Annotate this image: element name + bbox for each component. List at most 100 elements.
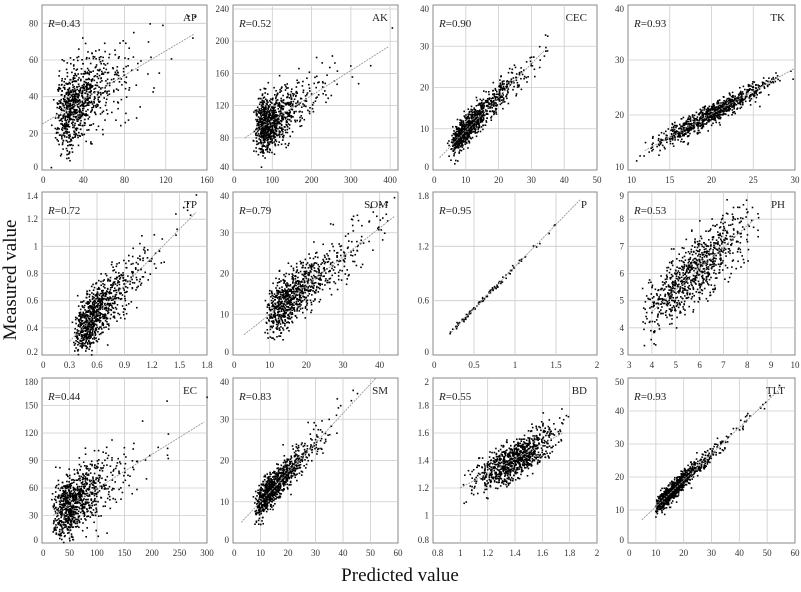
data-point xyxy=(484,99,487,102)
data-point xyxy=(270,296,272,298)
data-point xyxy=(91,342,93,344)
data-point xyxy=(317,278,320,280)
data-point xyxy=(485,100,488,102)
data-point xyxy=(714,119,716,121)
data-point xyxy=(285,146,287,149)
data-point xyxy=(286,126,289,128)
data-point xyxy=(717,116,719,119)
data-point xyxy=(746,95,748,98)
data-point xyxy=(676,135,679,138)
data-point xyxy=(458,139,460,141)
data-point xyxy=(496,90,498,93)
data-point xyxy=(482,118,485,121)
data-point xyxy=(681,138,683,141)
data-point xyxy=(714,111,717,113)
data-point xyxy=(117,282,119,284)
data-point xyxy=(263,137,265,139)
data-point xyxy=(307,109,309,112)
data-point xyxy=(94,87,97,90)
data-point xyxy=(66,88,69,91)
data-point xyxy=(91,326,94,329)
data-point xyxy=(142,248,145,251)
data-point xyxy=(73,94,76,97)
data-point xyxy=(740,90,742,93)
data-point xyxy=(261,123,264,126)
data-point xyxy=(298,296,301,298)
data-point xyxy=(728,103,730,105)
data-point xyxy=(77,114,79,116)
data-point xyxy=(72,137,74,139)
data-point xyxy=(733,98,736,101)
data-point xyxy=(474,113,476,116)
data-point xyxy=(264,132,266,135)
data-point xyxy=(288,142,290,145)
data-point xyxy=(268,143,271,146)
data-point xyxy=(63,87,66,89)
data-point xyxy=(158,250,161,253)
data-point xyxy=(76,340,79,343)
data-point xyxy=(105,80,107,82)
data-point xyxy=(144,250,146,252)
data-point xyxy=(92,55,95,58)
data-point xyxy=(72,97,74,99)
data-point xyxy=(253,150,255,152)
data-point xyxy=(699,125,701,127)
data-point xyxy=(61,129,64,132)
data-point xyxy=(663,146,666,149)
data-point xyxy=(261,135,263,137)
data-point xyxy=(91,301,94,304)
data-point xyxy=(162,24,164,27)
data-point xyxy=(92,123,95,125)
data-point xyxy=(125,266,127,269)
data-point xyxy=(263,152,265,154)
data-point xyxy=(86,67,89,70)
data-point xyxy=(104,315,106,318)
data-point xyxy=(741,95,743,97)
data-point xyxy=(711,107,713,109)
data-point xyxy=(277,108,280,110)
y-tick-label: 40 xyxy=(420,4,430,14)
data-point xyxy=(280,143,283,146)
data-point xyxy=(461,127,463,129)
data-point xyxy=(60,108,62,111)
data-point xyxy=(90,84,92,87)
data-point xyxy=(119,317,122,319)
data-point xyxy=(757,86,760,89)
data-point xyxy=(277,291,280,293)
data-point xyxy=(731,106,733,109)
data-point xyxy=(120,292,122,294)
data-point xyxy=(71,105,74,107)
data-point xyxy=(671,122,674,125)
data-point xyxy=(291,305,293,308)
data-point xyxy=(510,80,513,83)
data-point xyxy=(774,80,777,83)
data-point xyxy=(751,93,754,95)
data-point xyxy=(90,124,93,126)
data-point xyxy=(81,114,83,117)
data-point xyxy=(141,235,143,237)
data-point xyxy=(89,83,92,86)
data-point xyxy=(89,306,92,309)
data-point xyxy=(658,134,660,136)
data-point xyxy=(76,68,79,71)
data-point xyxy=(88,289,91,292)
data-point xyxy=(262,150,264,153)
data-point xyxy=(113,90,115,93)
data-point xyxy=(69,110,72,112)
data-point xyxy=(260,105,263,107)
data-point xyxy=(470,124,473,127)
data-point xyxy=(302,80,304,83)
data-point xyxy=(131,272,134,275)
data-point xyxy=(288,109,291,111)
data-point xyxy=(79,339,81,342)
r-annotation: R=0.43 xyxy=(47,18,81,30)
data-point xyxy=(706,117,708,119)
data-point xyxy=(118,283,121,286)
data-point xyxy=(113,315,116,318)
data-point xyxy=(285,102,288,104)
data-point xyxy=(67,102,69,105)
data-point xyxy=(711,113,713,116)
data-point xyxy=(87,69,90,71)
